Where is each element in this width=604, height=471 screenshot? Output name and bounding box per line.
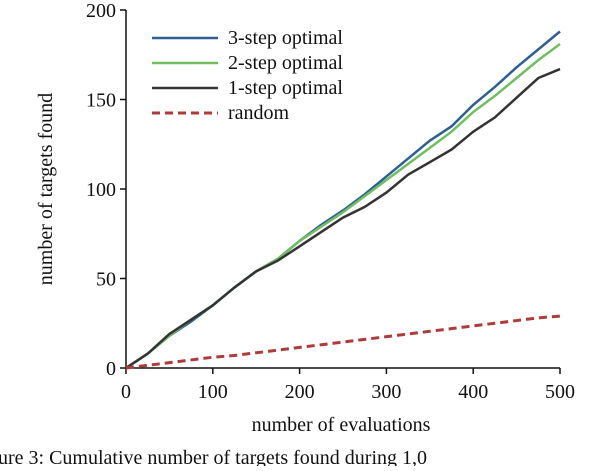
legend-label: random <box>228 102 290 124</box>
x-tick-label: 300 <box>371 381 401 403</box>
y-tick-label: 100 <box>86 179 116 201</box>
series-line <box>125 314 561 370</box>
x-tick-label: 400 <box>458 381 488 403</box>
caption: ure 3: Cumulative number of targets foun… <box>0 447 427 466</box>
y-tick-label: 0 <box>106 358 116 380</box>
legend-label: 1-step optimal <box>228 77 343 99</box>
y-axis-label: number of targets found <box>35 93 57 285</box>
x-tick-label: 200 <box>285 381 315 403</box>
x-axis-label: number of evaluations <box>252 414 431 436</box>
legend-label: 3-step optimal <box>228 27 343 49</box>
x-tick-label: 100 <box>198 381 228 403</box>
y-tick-label: 200 <box>86 0 116 22</box>
y-tick-label: 50 <box>96 269 116 291</box>
series-line <box>125 30 561 370</box>
y-tick-label: 150 <box>86 90 116 112</box>
x-tick-label: 500 <box>545 381 575 403</box>
series-line <box>125 67 561 370</box>
x-tick-label: 0 <box>121 381 131 403</box>
legend-label: 2-step optimal <box>228 52 343 74</box>
